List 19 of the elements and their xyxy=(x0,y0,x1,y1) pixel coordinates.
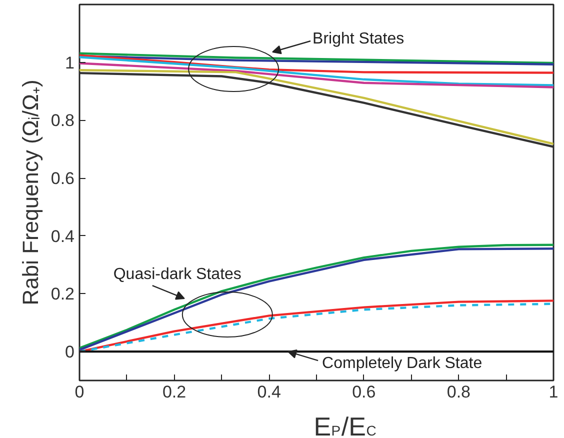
x-axis-title: EP/EC xyxy=(314,412,376,438)
line-series xyxy=(80,56,554,86)
y-axis-title: Rabi Frequency (Ωᵢ/Ω₊) xyxy=(18,80,43,306)
x-tick-label: 0.6 xyxy=(352,382,376,402)
line-series xyxy=(80,54,554,74)
y-tick-label: 1 xyxy=(65,53,75,72)
x-tick-label: 1 xyxy=(548,382,558,402)
x-tick-label: 0.8 xyxy=(446,382,471,402)
x-tick-label: 0.2 xyxy=(162,382,186,402)
y-tick-label: 0.4 xyxy=(50,226,75,246)
annotation: Bright States xyxy=(312,30,404,48)
y-tick-label: 0.2 xyxy=(50,284,75,304)
y-tick-label: 0.8 xyxy=(50,111,75,130)
annotation: Quasi-dark States xyxy=(113,266,242,284)
y-tick-label: 0 xyxy=(65,342,75,362)
x-tick-label: 0.4 xyxy=(257,382,281,402)
line-series xyxy=(80,62,554,88)
annotation: Completely Dark State xyxy=(322,355,482,372)
y-tick-label: 0.6 xyxy=(50,169,75,188)
